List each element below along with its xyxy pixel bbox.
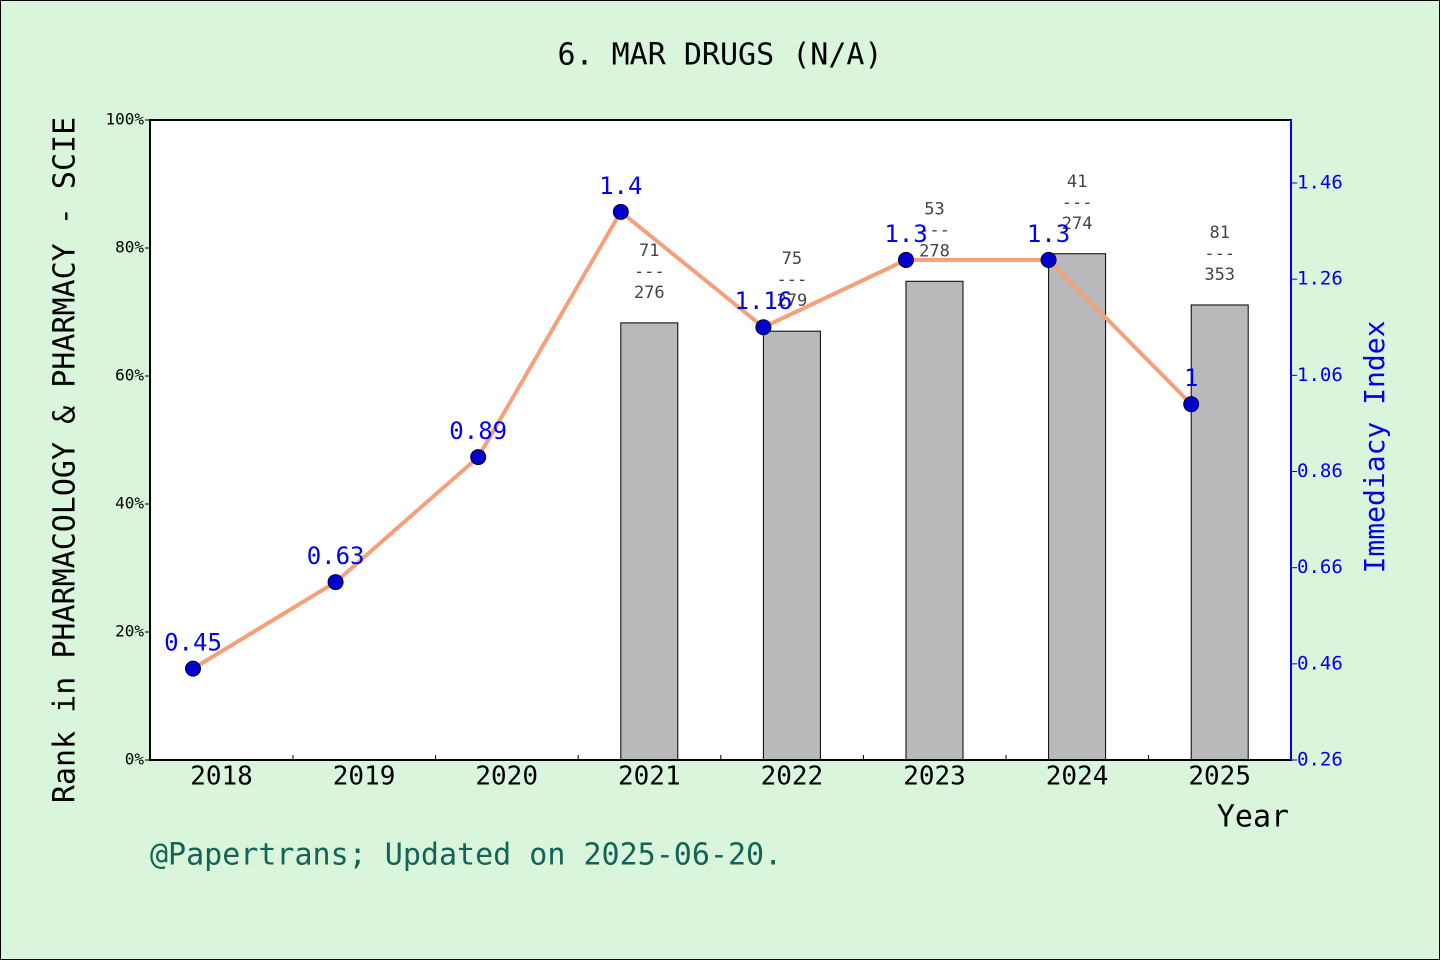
value-label: 1 (1184, 364, 1198, 392)
point (327, 574, 344, 591)
y2-tick-label: 1.46 (1297, 171, 1343, 193)
bar (762, 330, 821, 761)
y-tick-label: 60% (115, 366, 144, 385)
bar (620, 322, 679, 761)
bar-annotation: --- (1062, 193, 1093, 213)
x-tick-label: 2023 (903, 762, 966, 792)
point (612, 203, 629, 220)
bar-annotation: --- (634, 262, 665, 282)
bar-annotation: 276 (634, 283, 665, 303)
bar-annotation: --- (919, 220, 950, 240)
y-tick-label: 40% (115, 494, 144, 513)
line (191, 208, 1193, 671)
x-tick-label: 2020 (475, 762, 538, 792)
point (470, 449, 487, 466)
y-tick-label: 80% (115, 238, 144, 257)
x-tick-label: 2019 (333, 762, 396, 792)
x-tick-label: 2022 (761, 762, 824, 792)
value-label: 1.3 (884, 220, 927, 248)
bar (1190, 304, 1249, 761)
y2-tick-label: 0.26 (1297, 749, 1343, 771)
bar-annotation: 81 (1209, 223, 1229, 243)
bar-annotation: 41 (1067, 172, 1087, 192)
point (1183, 396, 1200, 413)
y2-tick-label: 0.86 (1297, 460, 1343, 482)
x-tick-label: 2018 (190, 762, 253, 792)
value-label: 0.45 (164, 629, 222, 657)
y2-tick-label: 1.26 (1297, 268, 1343, 290)
value-label: 1.4 (599, 172, 642, 200)
point (755, 319, 772, 336)
bar-annotation: 353 (1204, 265, 1235, 285)
y-tick-label: 0% (125, 750, 145, 769)
bar-annotation: --- (777, 270, 808, 290)
bar-annotation: 75 (782, 249, 802, 269)
point (185, 660, 201, 677)
footer: @Papertrans; Updated on 2025-06-20. (150, 838, 782, 873)
y-tick-label: 20% (115, 622, 144, 641)
point (1040, 251, 1057, 268)
value-label: 1.16 (735, 287, 793, 315)
x-tick-label: 2025 (1188, 762, 1251, 792)
bar-annotation: 274 (1062, 214, 1093, 234)
chart-title: 6. MAR DRUGS (N/A) (557, 38, 882, 73)
y2-axis-label: Immediacy Index (1358, 321, 1391, 574)
bar-annotation: 278 (919, 241, 950, 261)
y2-tick-label: 1.06 (1297, 364, 1343, 386)
y-axis-label: Rank in PHARMACOLOGY & PHARMACY - SCIE (48, 117, 83, 803)
plot-area (150, 120, 1291, 760)
y2-tick-label: 0.46 (1297, 652, 1343, 674)
bar (1048, 253, 1107, 761)
value-label: 0.63 (307, 542, 365, 570)
x-tick-label: 2024 (1046, 762, 1109, 792)
bar-annotation: 279 (777, 291, 808, 311)
value-label: 0.89 (449, 417, 507, 445)
point (898, 251, 914, 268)
bar-annotation: --- (1204, 244, 1235, 264)
bar-annotation: 71 (639, 241, 659, 261)
y2-tick-label: 0.66 (1297, 556, 1343, 578)
y-tick-label: 100% (105, 110, 144, 129)
bar-annotation: 53 (924, 199, 944, 219)
x-axis-label: Year (1217, 800, 1289, 835)
bar (905, 280, 964, 761)
x-tick-label: 2021 (618, 762, 681, 792)
value-label: 1.3 (1027, 220, 1070, 248)
